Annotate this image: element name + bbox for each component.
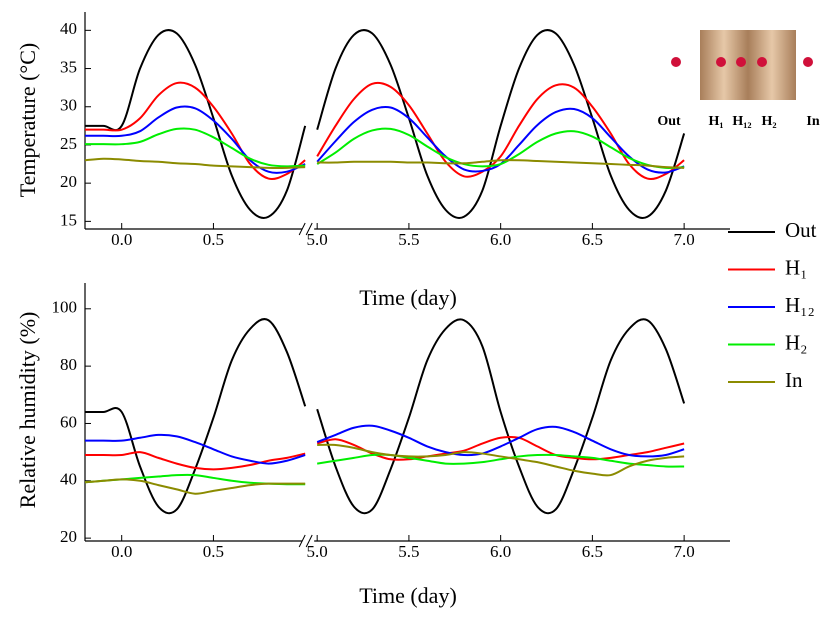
sensor-dot [803, 57, 813, 67]
x-tick-label: 0.0 [111, 542, 132, 561]
sensor-dot [736, 57, 746, 67]
axis-break [305, 534, 313, 548]
legend-label: H₁₂ [785, 293, 815, 317]
x-tick-label: 7.0 [674, 230, 695, 249]
x-tick-label: 5.5 [398, 230, 419, 249]
series-line [84, 157, 685, 169]
inset-label: Out [657, 114, 681, 129]
y-tick-label: 80 [60, 355, 77, 374]
x-tick-label: 5.0 [307, 230, 328, 249]
series-line [85, 127, 685, 169]
x-tick-label: 5.0 [307, 542, 328, 561]
sensor-dot [716, 57, 726, 67]
series-line [84, 453, 685, 486]
legend-label: H₁ [785, 255, 808, 279]
series-line [85, 424, 685, 465]
legend-label: In [785, 368, 803, 392]
y-tick-label: 20 [60, 172, 77, 191]
wall-layer [748, 30, 796, 100]
y-tick-label: 35 [60, 57, 77, 76]
y-axis-label: Relative humidity (%) [15, 312, 40, 509]
x-tick-label: 6.0 [490, 542, 511, 561]
axis-break [298, 534, 306, 548]
x-tick-label: 6.5 [582, 542, 603, 561]
y-tick-label: 100 [52, 298, 78, 317]
x-axis-label: Time (day) [359, 583, 457, 608]
inset-label: H₂ [761, 114, 776, 129]
x-tick-label: 6.0 [490, 230, 511, 249]
x-axis-label: Time (day) [359, 285, 457, 310]
x-tick-label: 5.5 [398, 542, 419, 561]
inset-label: H₁ [708, 114, 723, 129]
inset-diagram: Out H₁ H₁₂ H₂ In [657, 30, 820, 129]
y-tick-label: 25 [60, 134, 77, 153]
inset-label: H₁₂ [732, 114, 751, 129]
series-line [85, 81, 685, 180]
y-tick-label: 40 [60, 19, 77, 38]
x-tick-label: 0.5 [203, 230, 224, 249]
x-tick-label: 0.0 [111, 230, 132, 249]
sensor-dot [671, 57, 681, 67]
inset-label: In [806, 114, 819, 129]
series-line [85, 318, 686, 515]
y-tick-label: 30 [60, 96, 77, 115]
y-tick-label: 15 [60, 210, 77, 229]
y-tick-label: 60 [60, 412, 77, 431]
legend-label: Out [785, 218, 817, 242]
y-axis-label: Temperature (°C) [15, 43, 40, 197]
legend-label: H₂ [785, 330, 808, 354]
axis-break [305, 222, 313, 236]
axis-break [298, 222, 306, 236]
x-tick-label: 7.0 [674, 542, 695, 561]
y-tick-label: 40 [60, 470, 77, 489]
series-line [85, 29, 686, 220]
series-line [84, 443, 685, 495]
sensor-dot [757, 57, 767, 67]
x-tick-label: 0.5 [203, 542, 224, 561]
y-tick-label: 20 [60, 527, 77, 546]
x-tick-label: 6.5 [582, 230, 603, 249]
